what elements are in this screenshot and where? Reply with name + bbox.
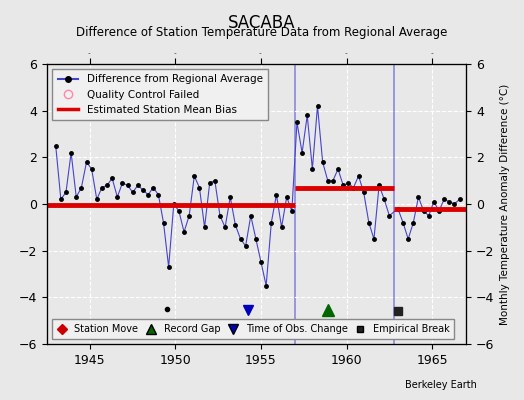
Text: Berkeley Earth: Berkeley Earth [405, 380, 477, 390]
Text: SACABA: SACABA [228, 14, 296, 32]
Legend: Station Move, Record Gap, Time of Obs. Change, Empirical Break: Station Move, Record Gap, Time of Obs. C… [52, 320, 454, 339]
Y-axis label: Monthly Temperature Anomaly Difference (°C): Monthly Temperature Anomaly Difference (… [500, 83, 510, 325]
Text: Difference of Station Temperature Data from Regional Average: Difference of Station Temperature Data f… [77, 26, 447, 39]
